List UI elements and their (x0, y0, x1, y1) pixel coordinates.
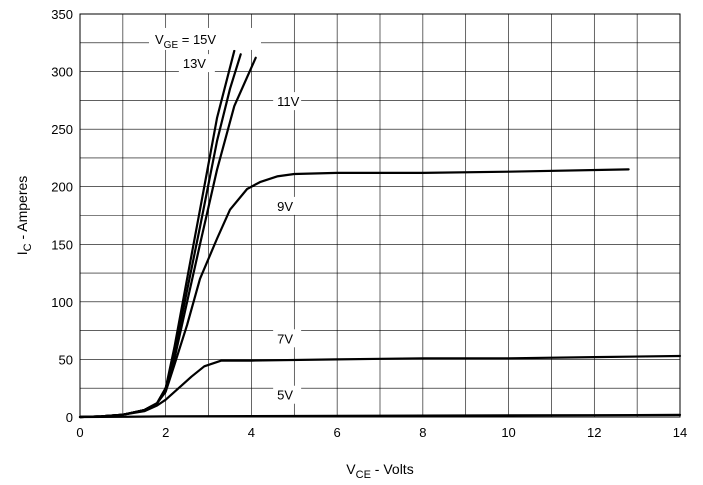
x-tick-label: 4 (248, 425, 255, 440)
x-tick-label: 0 (76, 425, 83, 440)
y-axis-title: IC - Amperes (14, 176, 34, 256)
y-tick-label: 200 (51, 180, 73, 195)
curves (78, 49, 682, 419)
annotation-5v: 5V (273, 385, 302, 404)
y-tick-label: 0 (66, 410, 73, 425)
annotation-label-11v: 11V (277, 94, 299, 109)
annotation-11v: 11V (273, 92, 302, 111)
x-tick-label: 14 (673, 425, 687, 440)
x-tick-label: 12 (587, 425, 601, 440)
annotation-vge: VGE = 15V (149, 27, 261, 51)
annotation-7v: 7V (273, 329, 302, 348)
annotation-9v: 9V (273, 196, 302, 215)
annotation-label-5v: 5V (277, 388, 293, 403)
y-tick-label: 300 (51, 65, 73, 80)
gridlines (80, 14, 680, 417)
x-tick-label: 8 (419, 425, 426, 440)
annotation-label-13v: 13V (183, 56, 206, 71)
y-tick-label: 350 (51, 7, 73, 22)
plot-frame (79, 13, 681, 418)
series-line-11v (78, 56, 257, 419)
x-tick-label: 6 (334, 425, 341, 440)
series-line-15v (78, 49, 236, 419)
x-axis-title: VCE - Volts (346, 461, 413, 481)
y-tick-label: 50 (59, 352, 73, 367)
axis-titles: VCE - Volts IC - Amperes (14, 176, 414, 481)
y-tick-label: 250 (51, 122, 73, 137)
y-tick-label: 150 (51, 237, 73, 252)
x-tick-label: 2 (162, 425, 169, 440)
annotation-13v: 13V (178, 54, 215, 73)
series-line-9v (78, 168, 630, 419)
y-tick-label: 100 (51, 295, 73, 310)
x-tick-label: 10 (501, 425, 515, 440)
tick-labels: 0 2 4 6 8 10 12 14 0 50 100 150 200 250 300 350 (51, 7, 687, 440)
series-line-7v (78, 354, 682, 419)
curve-annotations: VGE = 15V 13V 11V 9V 7V 5V (149, 27, 302, 404)
annotation-label-7v: 7V (277, 331, 293, 346)
annotation-label-9v: 9V (277, 199, 293, 214)
